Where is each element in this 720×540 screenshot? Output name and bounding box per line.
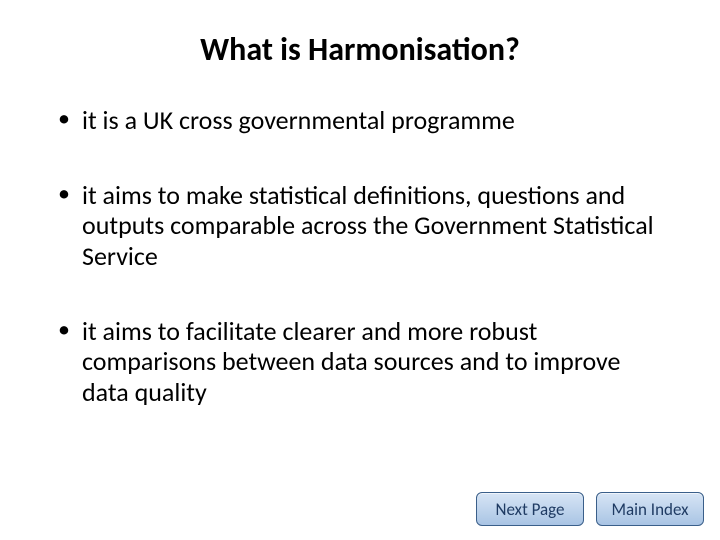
- bullet-item: it aims to facilitate clearer and more r…: [56, 316, 664, 408]
- bullet-list: it is a UK cross governmental programme …: [48, 105, 672, 408]
- slide: What is Harmonisation? it is a UK cross …: [0, 0, 720, 540]
- slide-title: What is Harmonisation?: [48, 30, 672, 69]
- bullet-item: it aims to make statistical definitions,…: [56, 180, 664, 272]
- main-index-button[interactable]: Main Index: [596, 492, 704, 526]
- bullet-item: it is a UK cross governmental programme: [56, 105, 664, 136]
- nav-bar: Next Page Main Index: [476, 492, 704, 526]
- next-page-button[interactable]: Next Page: [476, 492, 584, 526]
